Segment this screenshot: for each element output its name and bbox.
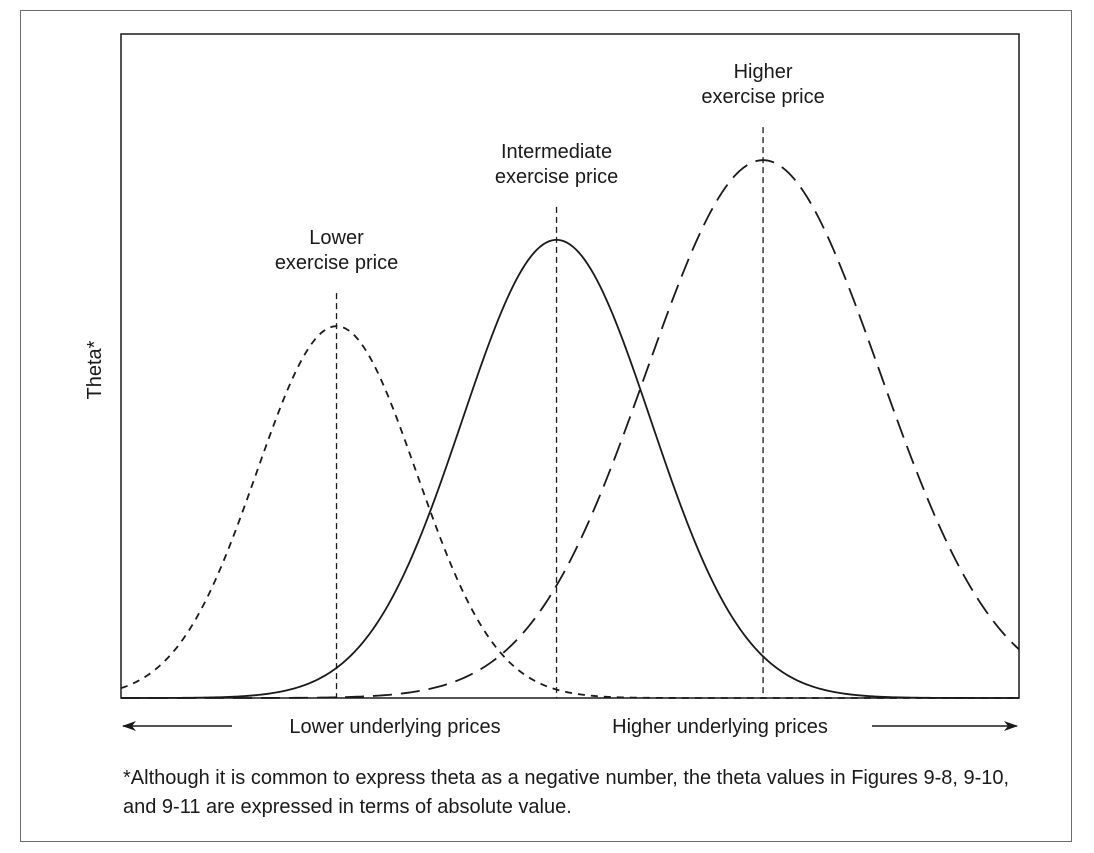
series-intermediate-curve — [121, 239, 1019, 699]
plot-area — [120, 33, 1020, 699]
series-higher-curve — [121, 159, 1020, 699]
series-intermediate-label: Intermediate exercise price — [495, 141, 618, 188]
footnote: *Although it is common to express theta … — [123, 767, 1010, 818]
series-higher-label: Higher exercise price — [701, 61, 824, 108]
theta-chart: Theta* Lower exercise price Intermediate ex… — [84, 33, 1020, 738]
y-axis-label: Theta* — [84, 340, 106, 399]
x-axis-label-right: Higher underlying prices — [612, 716, 828, 738]
series-lower-curve — [120, 325, 1019, 699]
series-lower-label: Lower exercise price — [275, 227, 398, 274]
figure-frame — [20, 10, 1072, 842]
x-axis-label-left: Lower underlying prices — [289, 716, 500, 738]
